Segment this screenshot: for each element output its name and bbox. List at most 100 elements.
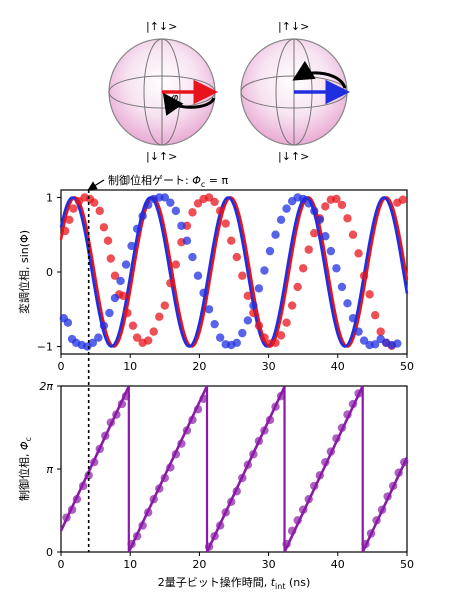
data-point — [95, 444, 104, 454]
data-point — [106, 254, 116, 263]
data-point — [332, 194, 341, 204]
data-point — [204, 542, 214, 551]
data-point — [265, 415, 275, 425]
data-point — [276, 331, 286, 340]
data-point — [117, 399, 127, 409]
data-point — [171, 260, 181, 269]
data-point — [121, 391, 131, 401]
data-point — [160, 193, 169, 202]
data-point — [138, 211, 147, 221]
x-tick-label: 30 — [262, 558, 276, 571]
ket-top-right: |↑↓> — [278, 20, 309, 33]
data-point — [398, 195, 408, 204]
data-point — [293, 516, 302, 525]
data-point — [204, 305, 214, 314]
data-point — [282, 204, 291, 213]
data-point — [326, 246, 336, 256]
data-point — [343, 299, 352, 308]
y-tick-label: π — [46, 463, 53, 476]
data-point — [393, 339, 402, 348]
data-point — [232, 252, 241, 262]
data-point — [394, 468, 403, 477]
data-point — [215, 206, 225, 216]
annotation-text: 制御位相ゲート: Φc = π — [108, 173, 228, 189]
ket-bottom-left: |↓↑> — [146, 150, 177, 163]
x-tick-label: 50 — [400, 360, 414, 373]
data-points — [62, 389, 409, 551]
data-point — [160, 301, 169, 310]
ticks: 0 10 20 30 40 50 2π π 0 — [39, 380, 414, 571]
data-point — [65, 215, 74, 225]
data-point — [238, 328, 247, 338]
y-tick-label: −1 — [37, 341, 53, 354]
data-point — [215, 521, 225, 530]
data-point — [304, 199, 313, 208]
data-point — [304, 494, 313, 504]
rotation-arrow — [162, 92, 216, 116]
data-point — [370, 311, 380, 320]
data-point — [372, 516, 381, 525]
ket-top-left: |↑↓> — [146, 20, 177, 33]
data-point — [132, 531, 142, 541]
data-point — [110, 293, 120, 303]
data-point — [112, 410, 121, 419]
data-point — [171, 450, 181, 459]
data-point — [254, 436, 264, 446]
data-point — [254, 284, 264, 293]
data-point — [88, 338, 98, 348]
data-point — [60, 226, 70, 236]
data-point — [260, 266, 269, 275]
fit-line — [59, 196, 409, 348]
data-point — [276, 215, 286, 225]
x-axis-label: 2量子ビット操作時間, tint (ns) — [158, 575, 311, 591]
data-point — [249, 301, 258, 310]
data-point — [354, 327, 363, 336]
data-point — [304, 245, 313, 254]
controlled-phase-plot: 制御位相, Φc 2量子ビット操作時間, tint (ns) 0 10 20 30 40… — [17, 380, 414, 591]
data-point — [260, 426, 269, 435]
data-point — [221, 219, 230, 228]
data-point — [62, 513, 71, 522]
data-point — [166, 463, 175, 472]
data-point — [287, 526, 297, 536]
x-tick-label: 40 — [331, 558, 345, 571]
data-point — [315, 215, 325, 225]
data-point — [321, 232, 330, 241]
data-point — [377, 505, 387, 514]
data-point — [400, 457, 409, 467]
data-point — [116, 276, 125, 286]
fit-curves — [59, 385, 409, 553]
data-point — [123, 308, 132, 318]
data-point — [177, 439, 186, 448]
data-point — [90, 198, 99, 207]
data-point — [155, 312, 164, 321]
data-point — [282, 539, 291, 549]
data-point — [249, 308, 258, 318]
data-point — [105, 308, 114, 318]
data-point — [95, 206, 104, 216]
y-tick-label: 0 — [46, 546, 53, 559]
data-point — [171, 206, 181, 216]
gate-annotation: 制御位相ゲート: Φc = π — [87, 173, 228, 191]
x-tick-label: 20 — [192, 558, 206, 571]
data-point — [149, 327, 158, 336]
phi-label: φ — [171, 91, 179, 104]
data-point — [155, 484, 164, 493]
data-point — [84, 471, 93, 480]
data-point — [199, 288, 208, 298]
data-point — [337, 200, 347, 210]
data-point — [99, 321, 109, 330]
data-point — [67, 505, 77, 514]
data-point — [121, 260, 131, 269]
data-point — [232, 338, 241, 348]
data-point — [388, 481, 398, 491]
data-point — [299, 505, 308, 514]
data-point — [361, 539, 370, 549]
data-point — [260, 333, 269, 342]
data-point — [69, 204, 78, 213]
x-tick-label: 20 — [192, 360, 206, 373]
fit-segment — [283, 385, 364, 553]
data-point — [182, 236, 192, 245]
data-point — [215, 333, 225, 342]
